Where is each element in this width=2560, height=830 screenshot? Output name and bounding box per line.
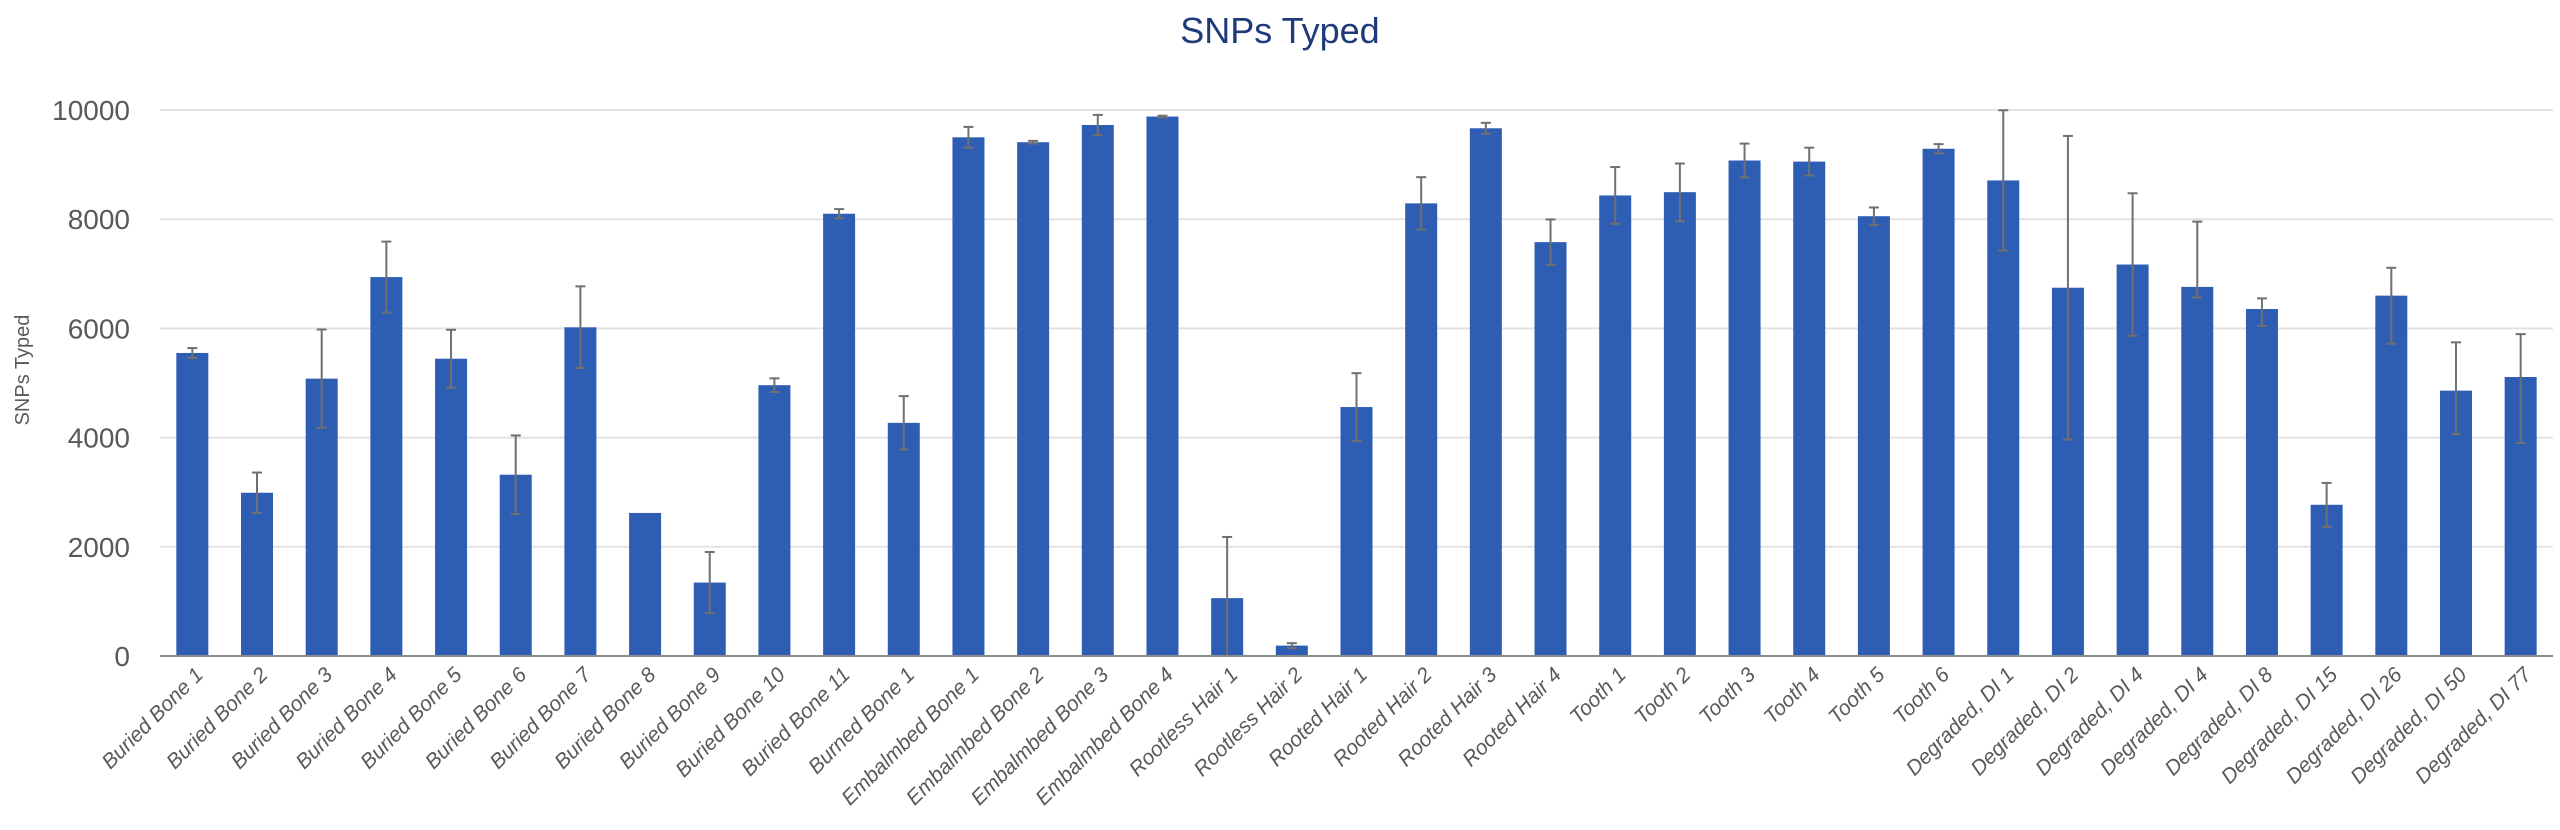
bar [176, 352, 209, 656]
bar [2310, 504, 2343, 656]
bar [2375, 295, 2408, 656]
bar [1599, 195, 1632, 656]
x-tick-label: Tooth 1 [1565, 663, 1630, 728]
bar [1728, 160, 1761, 656]
bar [564, 327, 597, 656]
bar [241, 492, 274, 656]
bar [1857, 216, 1890, 656]
bar [1922, 148, 1955, 657]
x-tick-label: Tooth 6 [1889, 663, 1954, 728]
bar [758, 385, 791, 656]
y-axis-tick-labels: 0 2000 4000 6000 8000 10000 [52, 95, 130, 672]
y-tick-label: 6000 [68, 313, 130, 344]
x-tick-label: Tooth 5 [1824, 663, 1889, 728]
bar [952, 137, 985, 657]
x-tick-label: Rootless Hair 1 [1125, 663, 1243, 781]
x-tick-label: Rootless Hair 2 [1190, 663, 1308, 781]
bar [1275, 645, 1308, 656]
bar [823, 213, 856, 657]
x-tick-label: Tooth 3 [1695, 663, 1760, 728]
y-tick-label: 10000 [52, 95, 130, 126]
bar [1469, 128, 1502, 656]
bar [2181, 286, 2214, 656]
x-tick-label: Tooth 4 [1760, 663, 1825, 728]
x-tick-label: Buried Bone 10 [671, 663, 790, 782]
bar [370, 277, 403, 656]
x-tick-label: Degraded, DI 15 [2217, 663, 2342, 788]
bar [1405, 203, 1438, 656]
y-tick-label: 2000 [68, 532, 130, 563]
bar [629, 512, 662, 656]
bar [435, 358, 468, 656]
bar [1340, 407, 1373, 656]
y-tick-label: 0 [114, 641, 130, 672]
bar [2245, 309, 2278, 656]
bar [1793, 161, 1826, 657]
x-tick-label: Degraded, DI 50 [2346, 663, 2471, 788]
bar [1146, 116, 1179, 656]
bars [176, 116, 2537, 657]
error-bars [187, 109, 2526, 656]
bar [1081, 125, 1114, 656]
bar [887, 422, 920, 656]
bar [1017, 142, 1050, 657]
x-tick-label: Degraded, DI 77 [2411, 662, 2537, 788]
x-tick-label: Tooth 2 [1630, 663, 1695, 728]
bar [1987, 180, 2020, 656]
chart-title: SNPs Typed [1180, 10, 1380, 51]
bar [1663, 192, 1696, 656]
bar [1534, 242, 1567, 656]
y-tick-label: 8000 [68, 204, 130, 235]
x-tick-label: Degraded, DI 26 [2282, 663, 2407, 788]
y-tick-label: 4000 [68, 423, 130, 454]
